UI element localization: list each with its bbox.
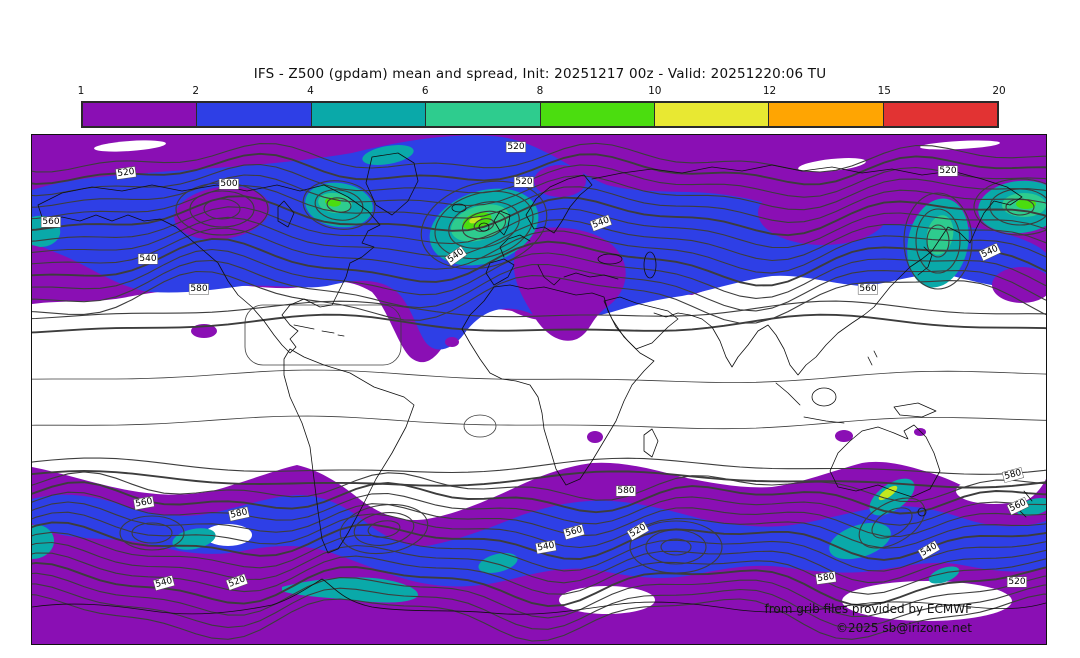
purple-patch-npacific	[992, 267, 1046, 303]
contour-label: 500	[219, 179, 239, 189]
white-sliver	[94, 140, 166, 152]
coast-south-america	[283, 348, 415, 554]
coast-ireland	[478, 222, 490, 232]
colorbar: 1 2 4 6 8 10 12 15 20	[77, 85, 1006, 128]
map-panel: 520 500 560 540 580 520 520 540 540 520 540 560 560 5…	[31, 134, 1047, 645]
coast-iceland	[451, 203, 467, 213]
world-map-svg	[32, 135, 1046, 644]
contour-label: 520	[514, 177, 534, 187]
teal-blob	[362, 145, 414, 165]
colorbar-tick: 15	[877, 85, 891, 97]
teal-streak	[172, 528, 216, 550]
contour-label: 560	[858, 284, 878, 294]
yellow-core	[878, 485, 898, 501]
white-hole-antarctic	[559, 586, 655, 614]
colorbar-segment-10-12	[654, 103, 770, 126]
coast-iberia	[485, 258, 515, 286]
attribution-source: from grib files provided by ECMWF	[764, 602, 972, 616]
purple-dot	[835, 430, 853, 442]
purple-dot	[445, 337, 459, 347]
coast-france	[499, 234, 531, 258]
colorbar-tick: 10	[648, 85, 662, 97]
colorbar-segment-2-4	[197, 103, 312, 126]
coast-turkey	[563, 272, 619, 280]
coast-scandinavia	[525, 174, 593, 234]
coast-caspian-sea	[643, 251, 657, 279]
coast-uk	[493, 210, 511, 236]
coast-asia	[591, 164, 1023, 376]
coast-north-america	[37, 184, 381, 354]
contour-label: 540	[138, 254, 158, 264]
white-hole-pacific	[65, 318, 129, 352]
colorbar-segment-15-20	[883, 103, 997, 126]
attribution-copyright: ©2025 sb@irizone.net	[836, 621, 972, 635]
colorbar-tick: 2	[192, 85, 200, 97]
colorbar-segment-1-2	[83, 103, 198, 126]
coast-greenland	[365, 152, 419, 216]
chart-title: IFS - Z500 (gpdam) mean and spread, Init…	[253, 66, 827, 82]
purple-patch-siberia	[758, 181, 888, 245]
contour-label: 560	[41, 217, 61, 227]
colorbar-tick-labels: 1 2 4 6 8 10 12 15 20	[77, 85, 1006, 99]
contour-label: 520	[506, 142, 526, 152]
colorbar-tick: 6	[421, 85, 429, 97]
colorbar-tick: 12	[762, 85, 777, 97]
coastlines	[32, 152, 1046, 615]
colorbar-bar	[81, 101, 999, 128]
contour-label: 520	[1007, 577, 1027, 587]
colorbar-tick: 8	[536, 85, 544, 97]
coast-indonesia	[775, 382, 845, 424]
colorbar-segment-8-10	[540, 103, 655, 126]
white-sliver	[798, 158, 866, 172]
south-spread-blue	[32, 494, 1046, 587]
purple-patch-greenland-sea	[534, 165, 586, 197]
coast-australia	[829, 424, 941, 498]
colorbar-tick: 20	[992, 85, 1006, 97]
coast-hudson-bay	[277, 200, 295, 228]
attribution: from grib files provided by ECMWF ©2025 …	[764, 600, 972, 638]
coast-africa	[461, 284, 655, 486]
purple-dot	[587, 431, 603, 443]
purple-patch-europe	[513, 227, 626, 341]
coast-japan	[917, 246, 933, 276]
coast-madagascar	[643, 428, 659, 458]
colorbar-tick: 4	[307, 85, 314, 97]
white-hole-antarctic	[842, 581, 1012, 621]
coast-new-guinea	[893, 402, 937, 418]
coast-black-sea	[597, 253, 623, 265]
contour-label: 520	[938, 166, 958, 176]
colorbar-tick: 1	[77, 85, 85, 97]
coast-caribbean	[293, 324, 345, 337]
coast-italy	[537, 264, 561, 286]
colorbar-segment-4-6	[311, 103, 427, 126]
coast-borneo	[811, 387, 837, 407]
coast-tasmania	[917, 507, 927, 517]
purple-hole-namerica	[174, 186, 270, 240]
contour-label: 580	[616, 486, 636, 496]
coast-philippines	[867, 350, 878, 366]
colorbar-segment-6-8	[426, 103, 541, 126]
teal-streak	[928, 566, 960, 584]
coast-arabia	[603, 296, 679, 350]
colorbar-segment-12-15	[769, 103, 884, 126]
contour-label: 580	[189, 284, 209, 294]
coast-antarctica	[32, 578, 1046, 615]
green-core	[926, 215, 954, 255]
